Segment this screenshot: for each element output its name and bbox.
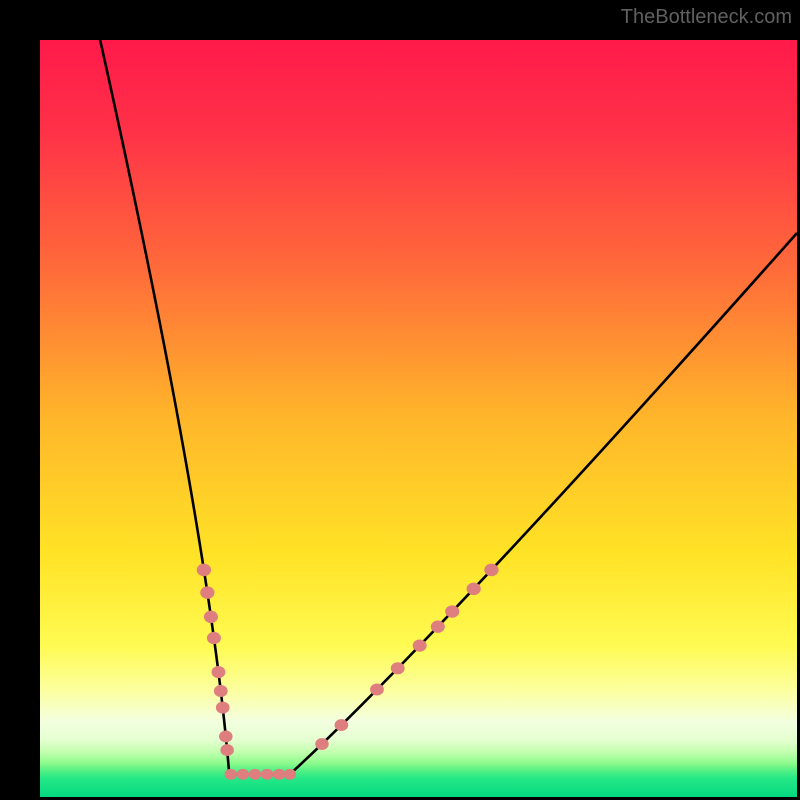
plot-area <box>40 40 797 797</box>
data-marker <box>214 685 228 697</box>
data-marker <box>207 632 221 644</box>
data-marker <box>200 586 214 598</box>
canvas: TheBottleneck.com <box>0 0 800 800</box>
data-marker <box>335 719 349 731</box>
data-marker <box>204 611 218 623</box>
data-marker <box>370 683 384 695</box>
data-marker <box>413 639 427 651</box>
data-marker <box>431 621 445 633</box>
data-marker <box>219 731 233 743</box>
data-marker <box>467 583 481 595</box>
curve-layer <box>40 40 797 797</box>
data-marker <box>237 769 250 780</box>
response-curve <box>97 40 797 774</box>
data-marker <box>391 662 405 674</box>
data-marker <box>197 564 211 577</box>
data-marker <box>220 744 233 756</box>
data-marker <box>261 769 274 780</box>
data-marker <box>315 738 328 750</box>
watermark-text: TheBottleneck.com <box>621 6 792 29</box>
data-marker <box>445 605 459 617</box>
data-marker <box>216 702 230 714</box>
data-marker <box>249 769 261 780</box>
data-marker <box>225 769 238 780</box>
data-marker <box>212 666 226 678</box>
data-marker <box>284 769 297 780</box>
data-marker <box>484 564 498 577</box>
